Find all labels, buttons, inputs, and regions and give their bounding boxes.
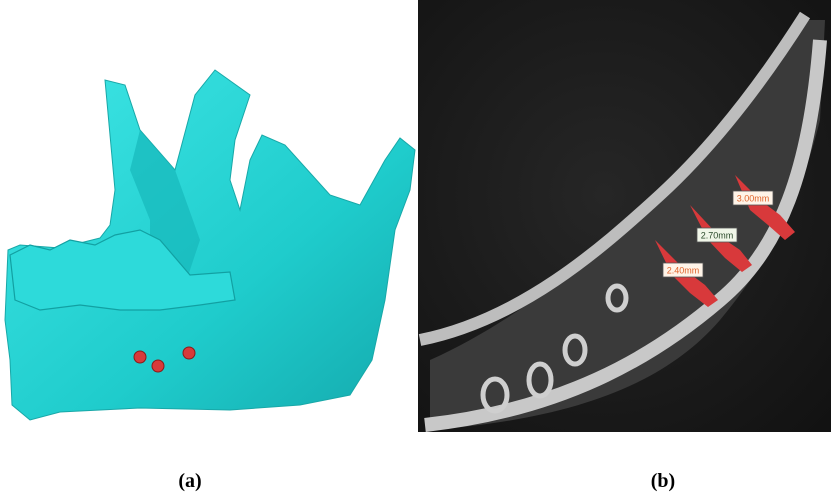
page: 3.00mm 2.70mm 2.40mm (a) (b) (() => { co… xyxy=(0,0,831,497)
figure: 3.00mm 2.70mm 2.40mm (a) (b) xyxy=(0,0,831,497)
ct-slice: 3.00mm 2.70mm 2.40mm xyxy=(418,0,831,432)
implant xyxy=(134,351,146,363)
implant xyxy=(152,360,164,372)
caption: (a) xyxy=(178,470,201,492)
caption: (b) xyxy=(651,470,675,492)
label: 2.70mm xyxy=(701,231,734,241)
mandible-model xyxy=(5,70,415,420)
label: 2.40mm xyxy=(667,266,700,276)
label: 3.00mm xyxy=(737,194,770,204)
implant xyxy=(183,347,195,359)
